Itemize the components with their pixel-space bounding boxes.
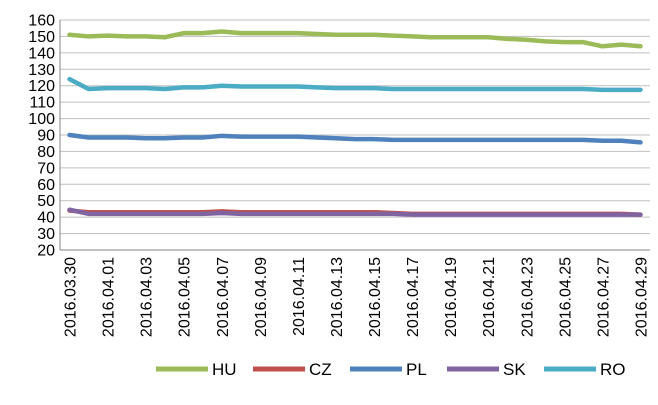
y-tick-label: 50 [37, 193, 55, 210]
y-tick-label: 140 [28, 45, 55, 62]
y-tick-label: 90 [37, 128, 55, 145]
y-tick-label: 40 [37, 210, 55, 227]
legend-label-pl: PL [406, 360, 427, 379]
x-tick-label: 2016.04.03 [139, 257, 156, 337]
y-tick-label: 20 [37, 243, 55, 260]
x-tick-label: 2016.04.25 [557, 257, 574, 337]
y-tick-label: 70 [37, 160, 55, 177]
series-lines [67, 29, 643, 217]
legend-label-ro: RO [600, 360, 626, 379]
y-tick-label: 110 [29, 95, 55, 112]
series-line-sk [67, 207, 643, 217]
series-line-hu [67, 29, 643, 49]
x-tick-label: 2016.04.13 [329, 257, 346, 337]
x-tick-label: 2016.04.07 [215, 257, 232, 337]
x-axis-tick-labels: 2016.03.30 2016.04.01 2016.04.03 2016.04.05… [63, 257, 651, 337]
legend-label-cz: CZ [309, 360, 332, 379]
y-tick-label: 60 [37, 177, 55, 194]
y-tick-label: 120 [28, 78, 55, 95]
x-tick-label: 2016.04.09 [253, 257, 270, 337]
series-line-pl [67, 132, 643, 145]
x-tick-label: 2016.04.19 [443, 257, 460, 337]
x-tick-label: 2016.04.23 [519, 257, 536, 337]
legend: HU CZ PL SK RO [156, 360, 626, 379]
y-tick-label: 160 [28, 13, 55, 30]
legend-label-sk: SK [503, 360, 526, 379]
legend-label-hu: HU [212, 360, 237, 379]
x-tick-label: 2016.04.15 [367, 257, 384, 337]
x-tick-label: 2016.04.27 [595, 257, 612, 337]
x-tick-label: 2016.04.17 [405, 257, 422, 337]
y-tick-label: 100 [28, 111, 55, 128]
x-tick-label: 2016.03.30 [63, 257, 80, 337]
series-line-ro [67, 76, 643, 93]
x-axis [59, 20, 650, 251]
x-tick-label: 2016.04.21 [481, 257, 498, 337]
x-tick-label: 2016.04.29 [633, 257, 650, 337]
y-tick-label: 150 [28, 29, 55, 46]
x-tick-label: 2016.04.11 [291, 257, 308, 336]
y-tick-label: 130 [28, 62, 55, 79]
x-tick-label: 2016.04.05 [177, 257, 194, 337]
y-tick-label: 30 [37, 226, 55, 243]
y-tick-label: 80 [37, 144, 55, 161]
x-tick-label: 2016.04.01 [101, 257, 118, 337]
